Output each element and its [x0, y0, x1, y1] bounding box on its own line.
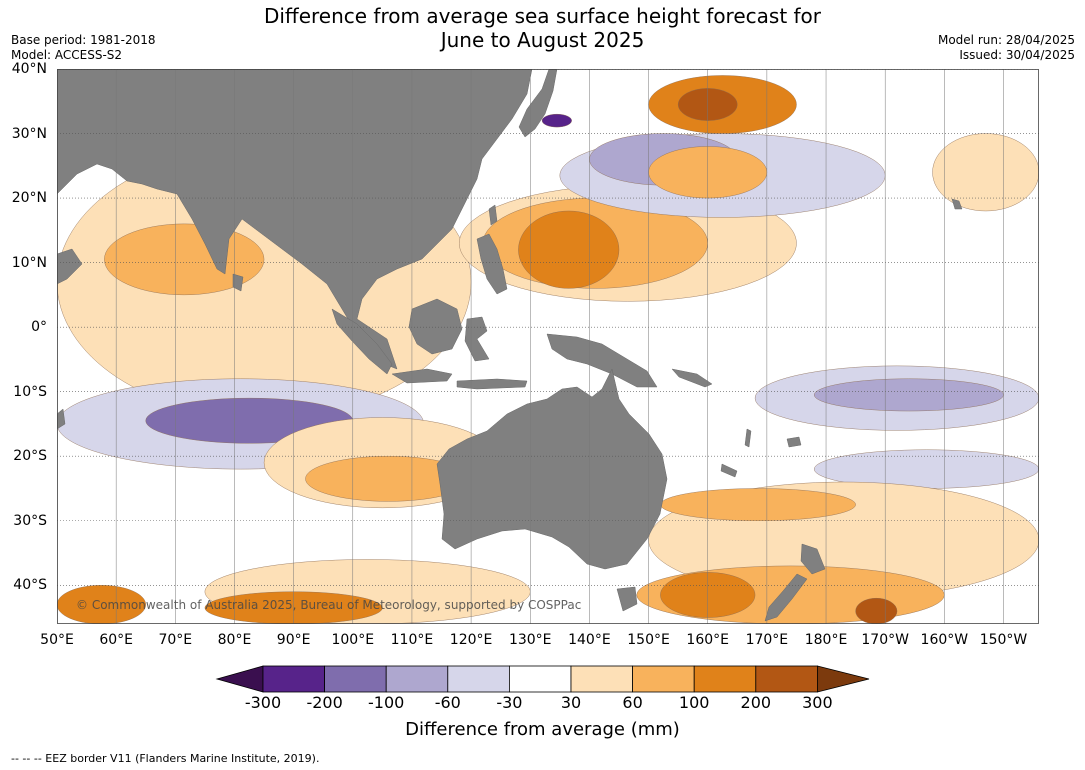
- anomaly-region-9: [541, 113, 572, 128]
- lon-tick-label: 130°E: [508, 632, 552, 648]
- land-new-caledonia: [720, 463, 738, 478]
- lon-tick-label: 170°W: [861, 632, 909, 648]
- model-run: Model run: 28/04/2025: [937, 33, 1075, 47]
- land-japan: [518, 69, 558, 138]
- lon-tick-label: 70°E: [158, 632, 193, 648]
- colorbar-segment: [570, 665, 633, 693]
- land-fiji: [786, 436, 802, 448]
- lat-tick-label: 30°N: [11, 125, 47, 142]
- lat-tick-label: 40°S: [13, 577, 47, 594]
- map-frame: [57, 69, 1039, 624]
- colorbar: [215, 665, 870, 693]
- land-masses: [57, 69, 963, 622]
- colorbar-extend-high: [817, 665, 870, 693]
- colorbar-tick-label: -200: [306, 693, 343, 712]
- model-name: Model: ACCESS-S2: [11, 48, 123, 62]
- eez-legend: -- -- -- EEZ border V11 (Flanders Marine…: [11, 752, 320, 765]
- land-solomon-islands: [671, 368, 713, 388]
- land-hawaii: [951, 198, 963, 210]
- title-line-1: Difference from average sea surface heig…: [263, 4, 822, 28]
- anomaly-region-15: [814, 378, 1004, 412]
- colorbar-tick-label: -30: [496, 693, 523, 712]
- colorbar-segment: [755, 665, 818, 693]
- meta-left: Base period: 1981-2018 Model: ACCESS-S2: [11, 33, 156, 63]
- lon-tick-label: 100°E: [331, 632, 375, 648]
- colorbar-tick-label: 200: [740, 693, 772, 712]
- copyright-notice: © Commonwealth of Australia 2025, Bureau…: [76, 598, 582, 612]
- anomaly-region-26: [855, 597, 898, 624]
- land-madagascar: [57, 408, 66, 430]
- land-sunda-islands: [456, 378, 528, 390]
- colorbar-segment: [508, 665, 572, 693]
- chart-title: Difference from average sea surface heig…: [0, 4, 1085, 52]
- lon-tick-label: 150°E: [627, 632, 670, 648]
- land-java: [391, 368, 453, 384]
- lon-tick-label: 110°E: [390, 632, 434, 648]
- colorbar-tick-label: 60: [622, 693, 643, 712]
- lon-tick-label: 120°E: [449, 632, 493, 648]
- colorbar-segment: [632, 665, 695, 693]
- lat-tick-label: 20°N: [11, 190, 47, 207]
- anomaly-region-4: [518, 210, 620, 289]
- lon-tick-label: 140°E: [568, 632, 611, 648]
- lon-tick-label: 60°E: [99, 632, 133, 648]
- colorbar-tick-label: 30: [560, 693, 582, 712]
- land-tasmania: [616, 586, 638, 612]
- lat-tick-label: 10°N: [11, 254, 47, 271]
- sea-surface-height-map: [57, 69, 1039, 624]
- land-new-zealand-south: [764, 573, 808, 622]
- colorbar-tick-label: 100: [678, 693, 710, 712]
- base-period: Base period: 1981-2018: [11, 33, 156, 47]
- issued-date: Issued: 30/04/2025: [959, 48, 1075, 62]
- lon-tick-label: 180°E: [804, 632, 848, 648]
- lon-tick-label: 150°W: [979, 632, 1028, 648]
- lat-tick-label: 20°S: [13, 448, 47, 465]
- title-line-2: June to August 2025: [440, 28, 645, 52]
- land-new-guinea: [546, 333, 658, 388]
- lat-tick-label: 40°N: [11, 61, 47, 77]
- anomaly-region-11: [932, 133, 1039, 212]
- colorbar-tick-label: -100: [368, 693, 405, 712]
- anomaly-region-20: [660, 488, 856, 521]
- land-asia: [57, 69, 533, 370]
- lon-tick-label: 90°E: [276, 632, 311, 648]
- land-sri-lanka: [232, 273, 244, 292]
- colorbar-segment: [385, 665, 449, 693]
- graticule: [57, 69, 1039, 624]
- lon-tick-label: 50°E: [40, 632, 74, 648]
- lon-tick-label: 80°E: [217, 632, 252, 648]
- colorbar-segment: [324, 665, 387, 693]
- colorbar-tick-label: -300: [244, 693, 282, 712]
- colorbar-segment: [447, 665, 510, 693]
- land-new-zealand-north: [800, 543, 826, 575]
- colorbar-label: Difference from average (mm): [405, 719, 680, 740]
- colorbar-segment: [693, 665, 757, 693]
- land-africa: [57, 248, 83, 285]
- meta-right: Model run: 28/04/2025 Issued: 30/04/2025: [938, 33, 1075, 63]
- lat-tick-label: 10°S: [13, 383, 47, 400]
- land-philippines: [476, 233, 508, 295]
- colorbar-tick-label: -60: [434, 693, 461, 712]
- land-vanuatu: [744, 428, 752, 448]
- lon-tick-label: 160°W: [920, 632, 969, 648]
- lat-tick-label: 0°: [31, 319, 47, 336]
- land-australia: [436, 368, 668, 570]
- lat-tick-label: 30°S: [13, 512, 47, 529]
- lon-tick-label: 160°E: [686, 632, 730, 648]
- colorbar-tick-label: 300: [802, 693, 833, 712]
- land-borneo: [408, 298, 463, 355]
- land-sumatra: [331, 308, 393, 375]
- lon-tick-label: 170°E: [745, 632, 789, 648]
- colorbar-extend-low: [215, 665, 264, 693]
- colorbar-segment: [262, 665, 325, 693]
- land-taiwan: [488, 204, 498, 226]
